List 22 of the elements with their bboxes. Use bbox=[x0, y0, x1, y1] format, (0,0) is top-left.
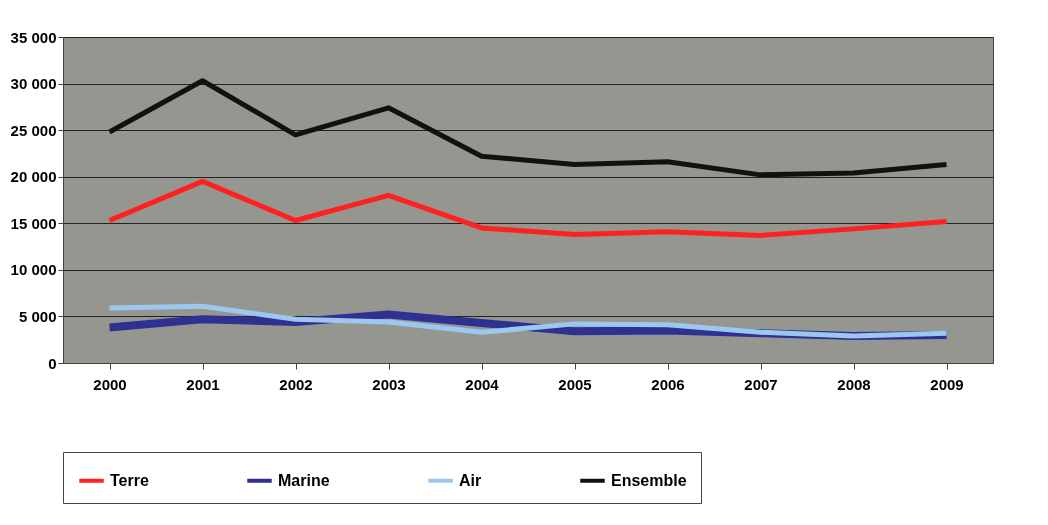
x-tick-label: 2003 bbox=[372, 375, 406, 393]
y-tick-label: 10 000 bbox=[10, 261, 57, 279]
x-tick-label: 2008 bbox=[837, 375, 871, 393]
x-tick-label: 2004 bbox=[465, 375, 500, 393]
legend-label: Terre bbox=[110, 471, 149, 489]
legend-label: Ensemble bbox=[611, 471, 687, 489]
y-tick-label: 0 bbox=[48, 354, 57, 372]
legend-label: Air bbox=[459, 471, 482, 489]
y-tick-label: 5 000 bbox=[18, 307, 57, 325]
y-tick-label: 25 000 bbox=[10, 121, 57, 139]
x-tick-label: 2009 bbox=[930, 375, 964, 393]
x-tick-label: 2007 bbox=[744, 375, 778, 393]
y-tick-label: 20 000 bbox=[10, 168, 57, 186]
x-tick-label: 2001 bbox=[186, 375, 220, 393]
y-tick-label: 35 000 bbox=[10, 28, 57, 46]
y-tick-label: 30 000 bbox=[10, 75, 57, 93]
x-tick-label: 2005 bbox=[558, 375, 592, 393]
x-tick-label: 2000 bbox=[93, 375, 127, 393]
x-tick-label: 2002 bbox=[279, 375, 313, 393]
legend-label: Marine bbox=[278, 471, 330, 489]
x-tick-label: 2006 bbox=[651, 375, 685, 393]
y-tick-label: 15 000 bbox=[10, 214, 57, 232]
